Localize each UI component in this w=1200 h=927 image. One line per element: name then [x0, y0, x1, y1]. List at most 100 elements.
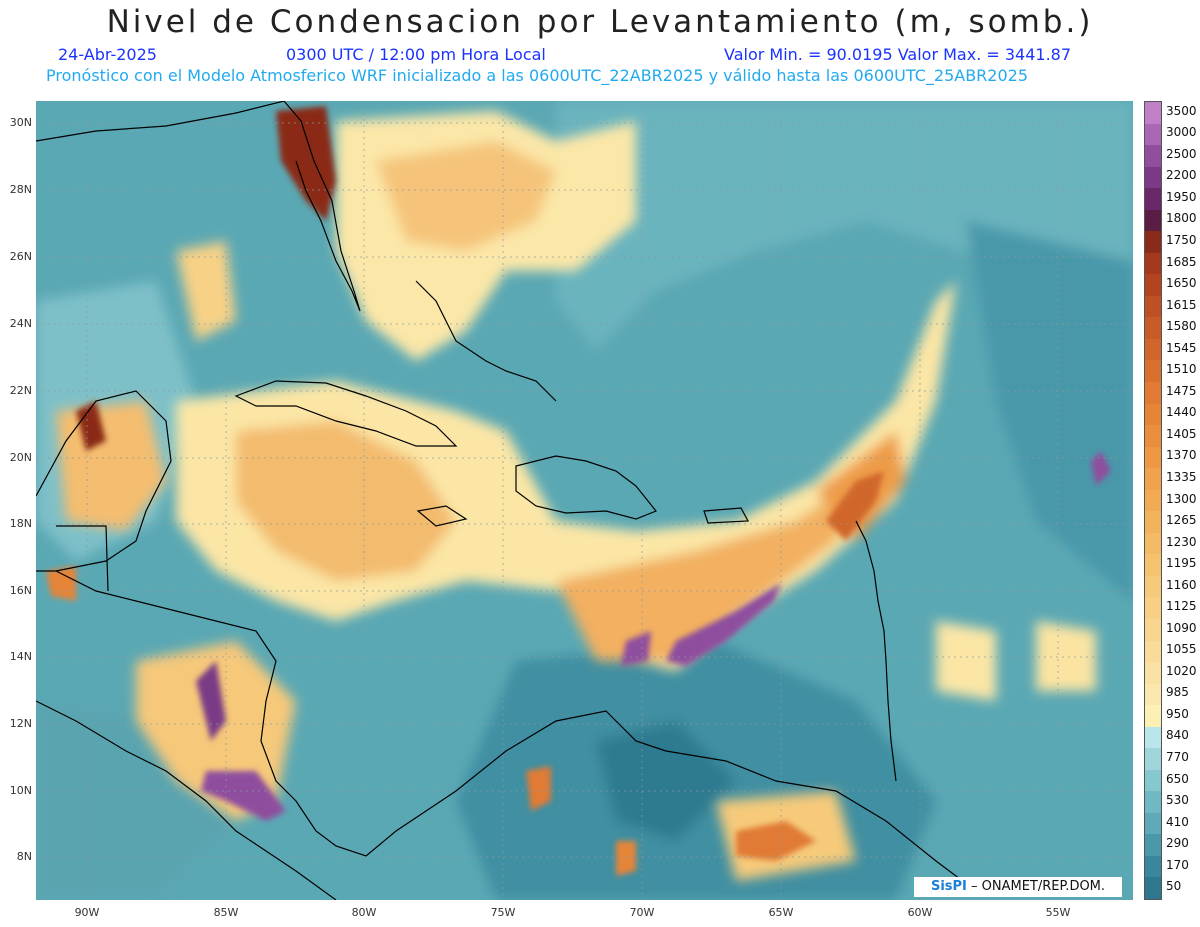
scale-swatch [1145, 209, 1161, 232]
coast-puerto-rico [703, 507, 749, 524]
scale-label: 1125 [1166, 599, 1197, 614]
scale-swatch [1145, 446, 1161, 469]
scale-swatch [1145, 425, 1161, 448]
scale-label: 3000 [1166, 125, 1197, 140]
scale-swatch [1145, 360, 1161, 383]
scale-label: 1055 [1166, 642, 1197, 657]
model-info: Pronóstico con el Modelo Atmosferico WRF… [46, 66, 1029, 85]
lat-label: 30N [9, 116, 32, 129]
scale-swatch [1145, 532, 1161, 555]
map-title: Nivel de Condensacion por Levantamiento … [106, 4, 1094, 40]
scale-swatch [1145, 705, 1161, 728]
scale-swatch [1145, 597, 1161, 620]
scale-swatch [1145, 295, 1161, 318]
coast-lesser-antilles [855, 520, 897, 782]
scale-label: 2500 [1166, 146, 1197, 161]
scale-swatch [1145, 468, 1161, 491]
scale-label: 1800 [1166, 211, 1197, 226]
scale-swatch [1145, 662, 1161, 685]
scale-swatch [1145, 683, 1161, 706]
scale-swatch [1145, 166, 1161, 189]
scale-swatch [1145, 102, 1161, 125]
lat-label: 28N [9, 183, 32, 196]
scale-swatch [1145, 403, 1161, 426]
lat-label: 14N [9, 650, 32, 663]
graticule [36, 101, 1133, 900]
lon-label: 65W [768, 906, 794, 919]
scale-label: 1160 [1166, 577, 1197, 592]
scale-label: 985 [1166, 685, 1189, 700]
scale-label: 1230 [1166, 534, 1197, 549]
scale-swatch [1145, 575, 1161, 598]
lcl-field-mid [56, 111, 1096, 881]
coast-pacific [36, 700, 337, 900]
scale-swatch [1145, 769, 1161, 792]
scale-swatch [1145, 231, 1161, 254]
scale-label: 950 [1166, 706, 1189, 721]
scale-label: 1950 [1166, 189, 1197, 204]
scale-swatch [1145, 855, 1161, 878]
lat-label: 22N [9, 384, 32, 397]
scale-label: 1440 [1166, 405, 1197, 420]
scale-swatch [1145, 338, 1161, 361]
lon-label: 75W [490, 906, 516, 919]
forecast-time: 0300 UTC / 12:00 pm Hora Local [286, 45, 546, 64]
lon-label: 60W [907, 906, 933, 919]
scale-label: 1650 [1166, 276, 1197, 291]
scale-swatch [1145, 382, 1161, 405]
coastlines [36, 101, 977, 900]
coast-central-america [55, 570, 977, 892]
scale-label: 410 [1166, 814, 1189, 829]
scale-swatch [1145, 618, 1161, 641]
scale-swatch [1145, 877, 1161, 900]
scale-swatch [1145, 145, 1161, 168]
scale-label: 1265 [1166, 513, 1197, 528]
lon-label: 85W [213, 906, 239, 919]
scale-label: 1405 [1166, 426, 1197, 441]
scale-label: 50 [1166, 879, 1182, 894]
lat-label: 16N [9, 584, 32, 597]
lat-label: 8N [16, 850, 32, 863]
scale-label: 1580 [1166, 319, 1197, 334]
map-canvas [36, 101, 1133, 900]
scale-swatch [1145, 252, 1161, 275]
lat-label: 10N [9, 784, 32, 797]
scale-swatch [1145, 554, 1161, 577]
scale-swatch [1145, 188, 1161, 211]
lat-label: 12N [9, 717, 32, 730]
scale-label: 1370 [1166, 448, 1197, 463]
scale-label: 3500 [1166, 103, 1197, 118]
coast-gulf [36, 101, 285, 142]
scale-swatch [1145, 748, 1161, 771]
scale-swatch [1145, 274, 1161, 297]
scale-swatch [1145, 640, 1161, 663]
credit-box: SisPI – ONAMET/REP.DOM. [914, 877, 1122, 897]
map-plot [36, 101, 1133, 900]
scale-label: 1335 [1166, 469, 1197, 484]
scale-label: 1475 [1166, 383, 1197, 398]
credit-text: – ONAMET/REP.DOM. [971, 879, 1106, 894]
scale-label: 1020 [1166, 663, 1197, 678]
scale-label: 1750 [1166, 233, 1197, 247]
credit-brand: SisPI [930, 879, 967, 894]
coast-jamaica [416, 505, 468, 527]
lon-label: 90W [74, 906, 100, 919]
scale-swatch [1145, 812, 1161, 835]
color-scale [1144, 101, 1162, 900]
scale-label: 2200 [1166, 168, 1197, 183]
scale-label: 290 [1166, 836, 1189, 851]
scale-swatch [1145, 511, 1161, 534]
scale-label: 1510 [1166, 362, 1197, 377]
scale-label: 650 [1166, 771, 1189, 786]
lat-label: 24N [9, 317, 32, 330]
scale-label: 1300 [1166, 491, 1197, 506]
min-max-values: Valor Min. = 90.0195 Valor Max. = 3441.8… [724, 45, 1072, 64]
coast-florida [283, 101, 361, 312]
scale-label: 1090 [1166, 620, 1197, 635]
scale-swatch [1145, 489, 1161, 512]
lat-label: 20N [9, 451, 32, 464]
scale-label: 1195 [1166, 556, 1197, 571]
scale-label: 1685 [1166, 254, 1197, 269]
coast-yucatan [36, 390, 172, 572]
scale-label: 1615 [1166, 297, 1197, 312]
